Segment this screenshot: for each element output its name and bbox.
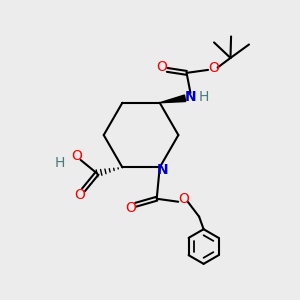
Text: O: O: [156, 60, 167, 74]
Text: O: O: [72, 149, 83, 163]
Text: N: N: [156, 163, 168, 177]
Text: N: N: [184, 90, 196, 104]
Text: O: O: [208, 61, 219, 74]
Polygon shape: [160, 95, 186, 103]
Text: O: O: [125, 201, 136, 215]
Text: H: H: [198, 90, 209, 104]
Text: O: O: [74, 188, 86, 202]
Text: H: H: [55, 156, 65, 170]
Text: O: O: [178, 192, 189, 206]
